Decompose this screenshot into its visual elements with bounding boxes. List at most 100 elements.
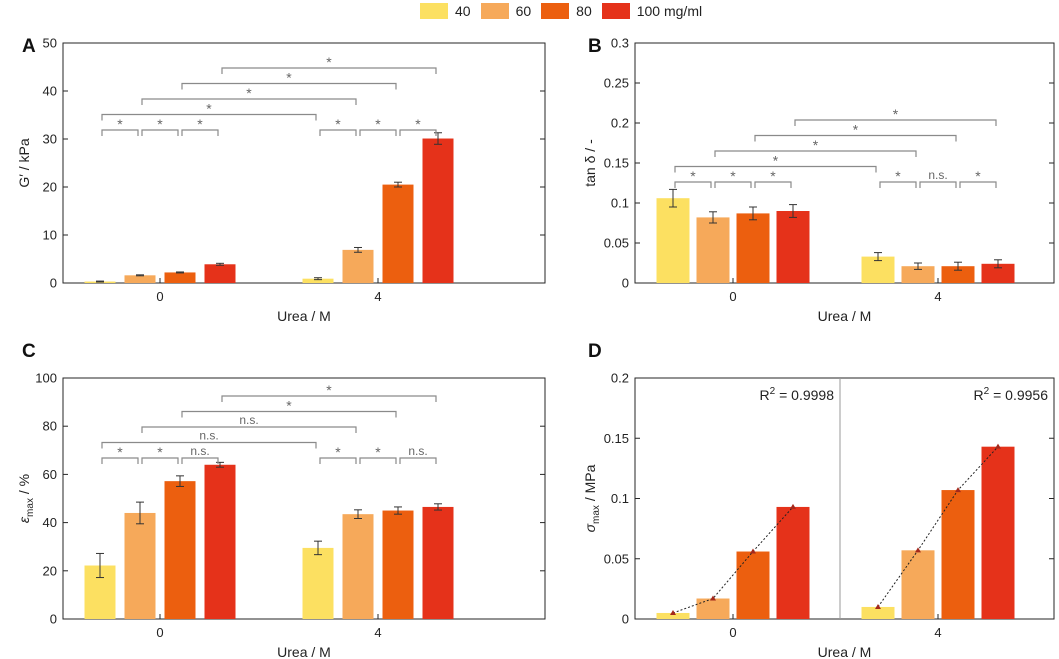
y-axis-label: σmax / MPa bbox=[582, 464, 602, 532]
significance-bracket bbox=[101, 129, 139, 136]
x-axis-label: Urea / M bbox=[277, 308, 331, 324]
significance-bracket bbox=[141, 129, 179, 136]
significance-label: * bbox=[813, 137, 819, 153]
x-tick-label: 0 bbox=[729, 289, 736, 304]
bar bbox=[124, 512, 156, 619]
bar bbox=[204, 464, 236, 619]
y-tick-label: 10 bbox=[43, 228, 57, 243]
data-marker bbox=[790, 503, 796, 509]
significance-label: * bbox=[286, 398, 292, 414]
significance-label: n.s. bbox=[408, 444, 427, 458]
significance-bracket bbox=[399, 457, 437, 464]
y-tick-label: 0.1 bbox=[611, 491, 629, 506]
legend-item-40: 40 bbox=[420, 3, 471, 19]
r-superscript: 2 bbox=[770, 386, 776, 397]
y-axis-label-subscript: max bbox=[591, 505, 602, 524]
y-tick-label: 0.25 bbox=[604, 76, 629, 91]
x-axis-label: Urea / M bbox=[818, 644, 872, 659]
bar bbox=[656, 612, 690, 619]
bar bbox=[941, 490, 975, 619]
y-tick-label: 100 bbox=[35, 371, 57, 386]
significance-label: * bbox=[117, 444, 123, 460]
bar bbox=[901, 266, 935, 283]
bar bbox=[382, 510, 414, 619]
y-axis-label: εmax / % bbox=[16, 474, 36, 523]
significance-bracket bbox=[141, 98, 357, 105]
r-superscript: 2 bbox=[984, 386, 990, 397]
legend-item-60: 60 bbox=[480, 3, 531, 19]
bar bbox=[342, 514, 374, 619]
significance-bracket bbox=[181, 457, 219, 464]
significance-bracket bbox=[714, 181, 752, 188]
y-tick-label: 0.05 bbox=[604, 551, 629, 566]
significance-label: * bbox=[375, 444, 381, 460]
significance-bracket bbox=[754, 134, 957, 142]
bar bbox=[736, 213, 770, 283]
significance-label: * bbox=[415, 116, 421, 132]
legend-label-40: 40 bbox=[455, 3, 471, 19]
y-axis-label-symbol: σ bbox=[582, 523, 598, 532]
r-squared-annotation: R2 = 0.9998 bbox=[760, 386, 835, 403]
significance-label: * bbox=[326, 54, 332, 70]
y-tick-label: 0 bbox=[622, 612, 629, 627]
panel-label: C bbox=[22, 341, 36, 362]
significance-bracket bbox=[794, 119, 997, 126]
data-marker bbox=[915, 547, 921, 553]
bar bbox=[981, 263, 1015, 283]
y-tick-label: 40 bbox=[43, 515, 57, 530]
legend-label-80: 80 bbox=[576, 3, 592, 19]
fit-line bbox=[672, 506, 794, 614]
y-axis-label-unit: / MPa bbox=[582, 464, 598, 505]
significance-bracket bbox=[959, 181, 997, 188]
significance-label: * bbox=[197, 116, 203, 132]
y-axis-label: tan δ / - bbox=[582, 139, 598, 187]
r-equals: = bbox=[775, 387, 791, 403]
significance-bracket bbox=[181, 129, 219, 136]
bar bbox=[696, 217, 730, 283]
significance-label: n.s. bbox=[199, 429, 218, 443]
x-tick-label: 0 bbox=[156, 289, 163, 304]
bar bbox=[736, 551, 770, 619]
significance-bracket bbox=[181, 82, 397, 90]
y-tick-label: 0.3 bbox=[611, 36, 629, 51]
significance-bracket bbox=[319, 457, 357, 464]
axes-box bbox=[62, 42, 546, 284]
bar bbox=[422, 506, 454, 619]
fit-line bbox=[877, 446, 999, 608]
significance-bracket bbox=[319, 129, 357, 136]
panel-label: A bbox=[22, 36, 36, 57]
y-tick-label: 60 bbox=[43, 467, 57, 482]
significance-bracket bbox=[221, 395, 437, 402]
significance-label: * bbox=[893, 106, 899, 122]
legend: 40 60 80 100 mg/ml bbox=[420, 0, 712, 22]
r-symbol: R bbox=[760, 387, 770, 403]
significance-label: n.s. bbox=[239, 413, 258, 427]
bar bbox=[422, 138, 454, 283]
y-tick-label: 20 bbox=[43, 180, 57, 195]
significance-label: * bbox=[690, 168, 696, 184]
significance-label: * bbox=[730, 168, 736, 184]
x-axis-label: Urea / M bbox=[277, 644, 331, 659]
panel-B: 0 0.05 0.1 0.15 0.2 0.25 0.3 0 4 Urea / M tan δ / … bbox=[582, 36, 1055, 324]
y-tick-label: 20 bbox=[43, 563, 57, 578]
legend-swatch-40 bbox=[420, 3, 448, 19]
legend-swatch-100 bbox=[601, 3, 630, 19]
x-tick-label: 4 bbox=[374, 289, 381, 304]
significance-bracket bbox=[674, 181, 712, 188]
y-tick-label: 0 bbox=[50, 612, 57, 627]
r-symbol: R bbox=[974, 387, 984, 403]
significance-bracket bbox=[674, 165, 877, 173]
y-tick-label: 30 bbox=[43, 132, 57, 147]
bar bbox=[302, 278, 334, 283]
panel-C: 0 20 40 60 80 100 0 4 Urea / M εmax / % C * * n.s. * * n… bbox=[16, 341, 546, 659]
significance-label: * bbox=[773, 153, 779, 169]
y-tick-label: 0 bbox=[50, 276, 57, 291]
x-tick-label: 0 bbox=[156, 625, 163, 640]
x-axis-label: Urea / M bbox=[818, 308, 872, 324]
y-tick-label: 50 bbox=[43, 36, 57, 51]
r-squared-value: 0.9998 bbox=[791, 387, 834, 403]
bar bbox=[696, 598, 730, 619]
